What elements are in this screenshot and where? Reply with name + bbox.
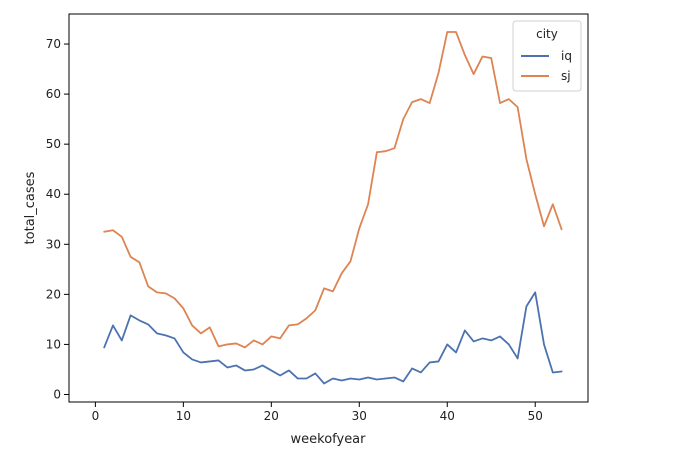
x-tick-label: 20 — [264, 409, 279, 423]
y-tick-label: 10 — [46, 337, 61, 351]
y-axis: 0 10 20 30 40 50 60 70 — [46, 37, 69, 401]
y-tick-label: 70 — [46, 37, 61, 51]
x-tick-label: 10 — [176, 409, 191, 423]
plot-area-frame — [68, 13, 589, 403]
series-layer — [103, 31, 563, 385]
x-tick-label: 50 — [528, 409, 543, 423]
x-axis: 0 10 20 30 40 50 — [92, 402, 543, 423]
y-tick-label: 30 — [46, 237, 61, 251]
y-tick-label: 60 — [46, 87, 61, 101]
legend: city iq sj — [512, 20, 582, 92]
y-tick-label: 50 — [46, 137, 61, 151]
legend-label-iq: iq — [561, 49, 572, 63]
legend-title: city — [536, 27, 558, 41]
legend-items: iq sj — [521, 49, 572, 83]
legend-label-sj: sj — [561, 69, 571, 83]
y-tick-label: 40 — [46, 187, 61, 201]
series-line-iq — [103, 291, 563, 385]
y-tick-label: 20 — [46, 287, 61, 301]
x-tick-label: 40 — [440, 409, 455, 423]
x-axis-title: weekofyear — [291, 432, 367, 447]
x-tick-label: 30 — [352, 409, 367, 423]
y-tick-label: 0 — [53, 387, 61, 401]
series-line-sj — [103, 31, 563, 349]
x-tick-label: 0 — [92, 409, 100, 423]
y-axis-title: total_cases — [23, 171, 38, 244]
